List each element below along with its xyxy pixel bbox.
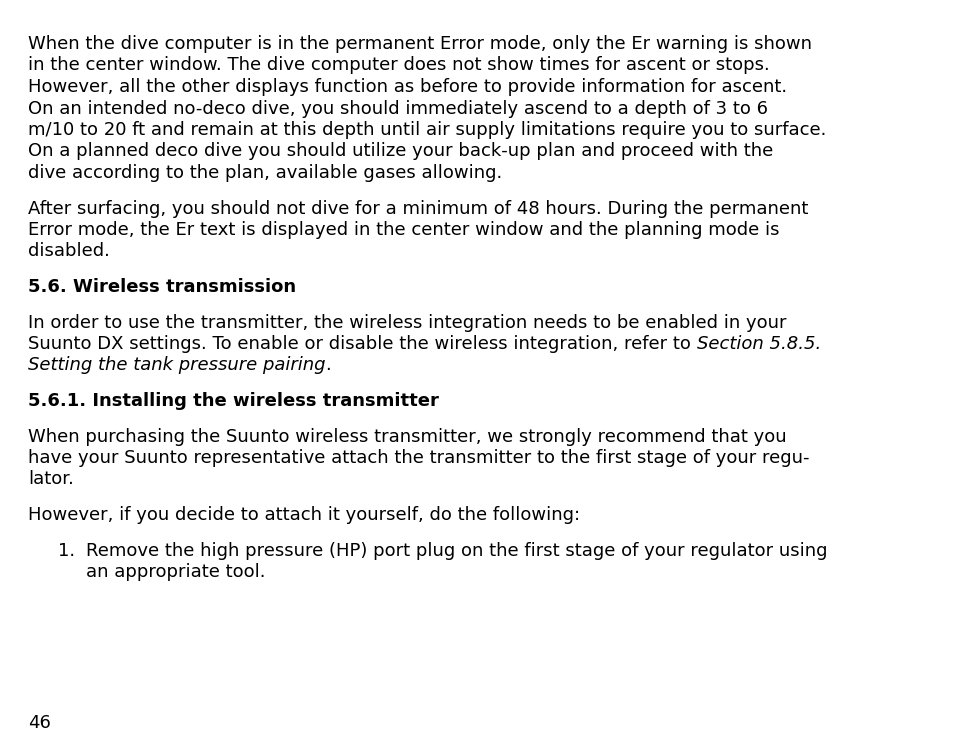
Text: Suunto DX settings. To enable or disable the wireless integration, refer to: Suunto DX settings. To enable or disable… bbox=[28, 335, 696, 353]
Text: On a planned deco dive you should utilize your back-up plan and proceed with the: On a planned deco dive you should utiliz… bbox=[28, 142, 773, 160]
Text: Error mode, the Er text is displayed in the center window and the planning mode : Error mode, the Er text is displayed in … bbox=[28, 221, 779, 239]
Text: lator.: lator. bbox=[28, 470, 73, 488]
Text: m/10 to 20 ft and remain at this depth until air supply limitations require you : m/10 to 20 ft and remain at this depth u… bbox=[28, 121, 825, 139]
Text: However, if you decide to attach it yourself, do the following:: However, if you decide to attach it your… bbox=[28, 506, 579, 524]
Text: an appropriate tool.: an appropriate tool. bbox=[86, 563, 265, 581]
Text: 5.6.1. Installing the wireless transmitter: 5.6.1. Installing the wireless transmitt… bbox=[28, 392, 438, 410]
Text: Remove the high pressure (HP) port plug on the first stage of your regulator usi: Remove the high pressure (HP) port plug … bbox=[86, 541, 826, 559]
Text: However, all the other displays function as before to provide information for as: However, all the other displays function… bbox=[28, 78, 786, 96]
Text: When the dive computer is in the permanent Error mode, only the Er warning is sh: When the dive computer is in the permane… bbox=[28, 35, 811, 53]
Text: On an intended no-deco dive, you should immediately ascend to a depth of 3 to 6: On an intended no-deco dive, you should … bbox=[28, 100, 767, 117]
Text: .: . bbox=[325, 357, 331, 374]
Text: Setting the tank pressure pairing: Setting the tank pressure pairing bbox=[28, 357, 325, 374]
Text: Section 5.8.5.: Section 5.8.5. bbox=[696, 335, 820, 353]
Text: 5.6. Wireless transmission: 5.6. Wireless transmission bbox=[28, 278, 295, 296]
Text: dive according to the plan, available gases allowing.: dive according to the plan, available ga… bbox=[28, 164, 501, 182]
Text: disabled.: disabled. bbox=[28, 243, 110, 261]
Text: 46: 46 bbox=[28, 714, 51, 732]
Text: in the center window. The dive computer does not show times for ascent or stops.: in the center window. The dive computer … bbox=[28, 57, 769, 75]
Text: After surfacing, you should not dive for a minimum of 48 hours. During the perma: After surfacing, you should not dive for… bbox=[28, 200, 807, 218]
Text: In order to use the transmitter, the wireless integration needs to be enabled in: In order to use the transmitter, the wir… bbox=[28, 314, 785, 331]
Text: have your Suunto representative attach the transmitter to the first stage of you: have your Suunto representative attach t… bbox=[28, 449, 809, 467]
Text: When purchasing the Suunto wireless transmitter, we strongly recommend that you: When purchasing the Suunto wireless tran… bbox=[28, 427, 786, 445]
Text: 1.: 1. bbox=[58, 541, 75, 559]
